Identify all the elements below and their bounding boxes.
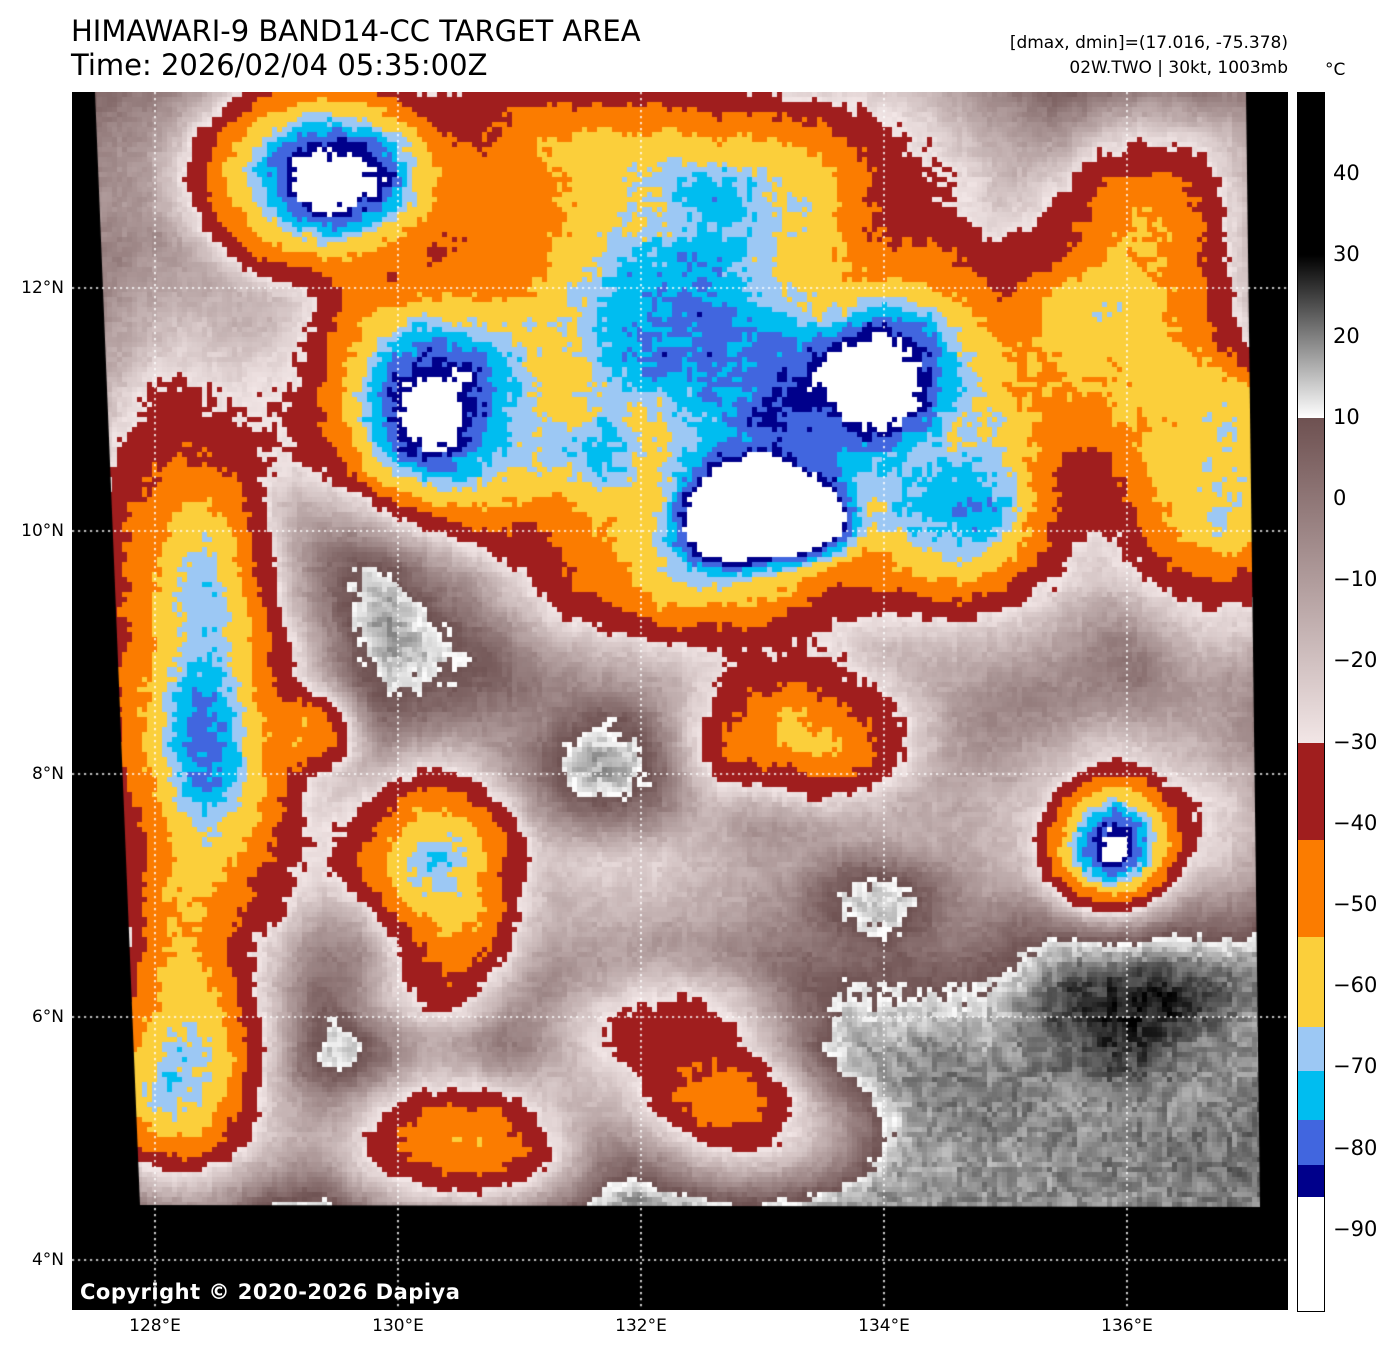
colorbar-tick-label: 30	[1333, 242, 1360, 267]
y-tick-label: 12°N	[21, 277, 64, 298]
colorbar-unit-label: °C	[1325, 60, 1346, 80]
colorbar-tick-label: −10	[1333, 567, 1378, 592]
colorbar-segment	[1298, 1026, 1324, 1072]
colorbar-segment	[1298, 93, 1324, 256]
colorbar-tick-label: −50	[1333, 892, 1378, 916]
colorbar-segment	[1298, 255, 1324, 418]
colorbar-segment	[1298, 1120, 1324, 1165]
x-tick-label: 134°E	[858, 1316, 910, 1336]
dmax-dmin-annotation: [dmax, dmin]=(17.016, -75.378)	[1009, 33, 1288, 53]
colorbar-segment	[1298, 1164, 1324, 1198]
y-tick-label: 8°N	[31, 763, 64, 784]
satellite-map-canvas	[72, 92, 1288, 1310]
copyright-watermark: Copyright © 2020-2026 Dapiya	[80, 1280, 461, 1304]
colorbar-segment	[1298, 742, 1324, 841]
timestamp: Time: 2026/02/04 05:35:00Z	[71, 48, 488, 82]
colorbar-segment	[1298, 937, 1324, 1027]
colorbar-tick-label: −30	[1333, 729, 1378, 754]
map-axes: Copyright © 2020-2026 Dapiya	[72, 92, 1288, 1310]
title-block: HIMAWARI-9 BAND14-CC TARGET AREA Time: 2…	[71, 14, 641, 82]
colorbar-tick-label: 10	[1333, 404, 1360, 429]
x-tick-label: 130°E	[372, 1316, 424, 1336]
y-tick-label: 4°N	[31, 1249, 64, 1270]
x-tick-label: 128°E	[129, 1316, 181, 1336]
colorbar-tick-label: 40	[1333, 161, 1360, 186]
colorbar-tick-label: −90	[1333, 1216, 1378, 1241]
page-title: HIMAWARI-9 BAND14-CC TARGET AREA	[71, 14, 641, 48]
colorbar-tick-label: −40	[1333, 810, 1378, 835]
colorbar-segment	[1298, 417, 1324, 743]
colorbar-tick-label: −70	[1333, 1054, 1378, 1079]
colorbar-tick-label: −60	[1333, 973, 1378, 998]
colorbar-segment	[1298, 1071, 1324, 1121]
colorbar-tick-label: 20	[1333, 323, 1360, 348]
storm-info-annotation: 02W.TWO | 30kt, 1003mb	[1069, 58, 1288, 78]
colorbar-tick-label: 0	[1333, 486, 1347, 510]
y-tick-label: 10°N	[21, 520, 64, 541]
colorbar-segment	[1298, 1197, 1324, 1311]
colorbar-tick-label: −20	[1333, 648, 1378, 673]
x-tick-label: 132°E	[615, 1316, 667, 1336]
x-tick-label: 136°E	[1101, 1316, 1153, 1336]
annotation-block: [dmax, dmin]=(17.016, -75.378) 02W.TWO |…	[1010, 31, 1288, 81]
colorbar-tick-label: −80	[1333, 1135, 1378, 1160]
colorbar-segment	[1298, 840, 1324, 938]
y-tick-label: 6°N	[31, 1006, 64, 1027]
colorbar	[1297, 92, 1325, 1312]
